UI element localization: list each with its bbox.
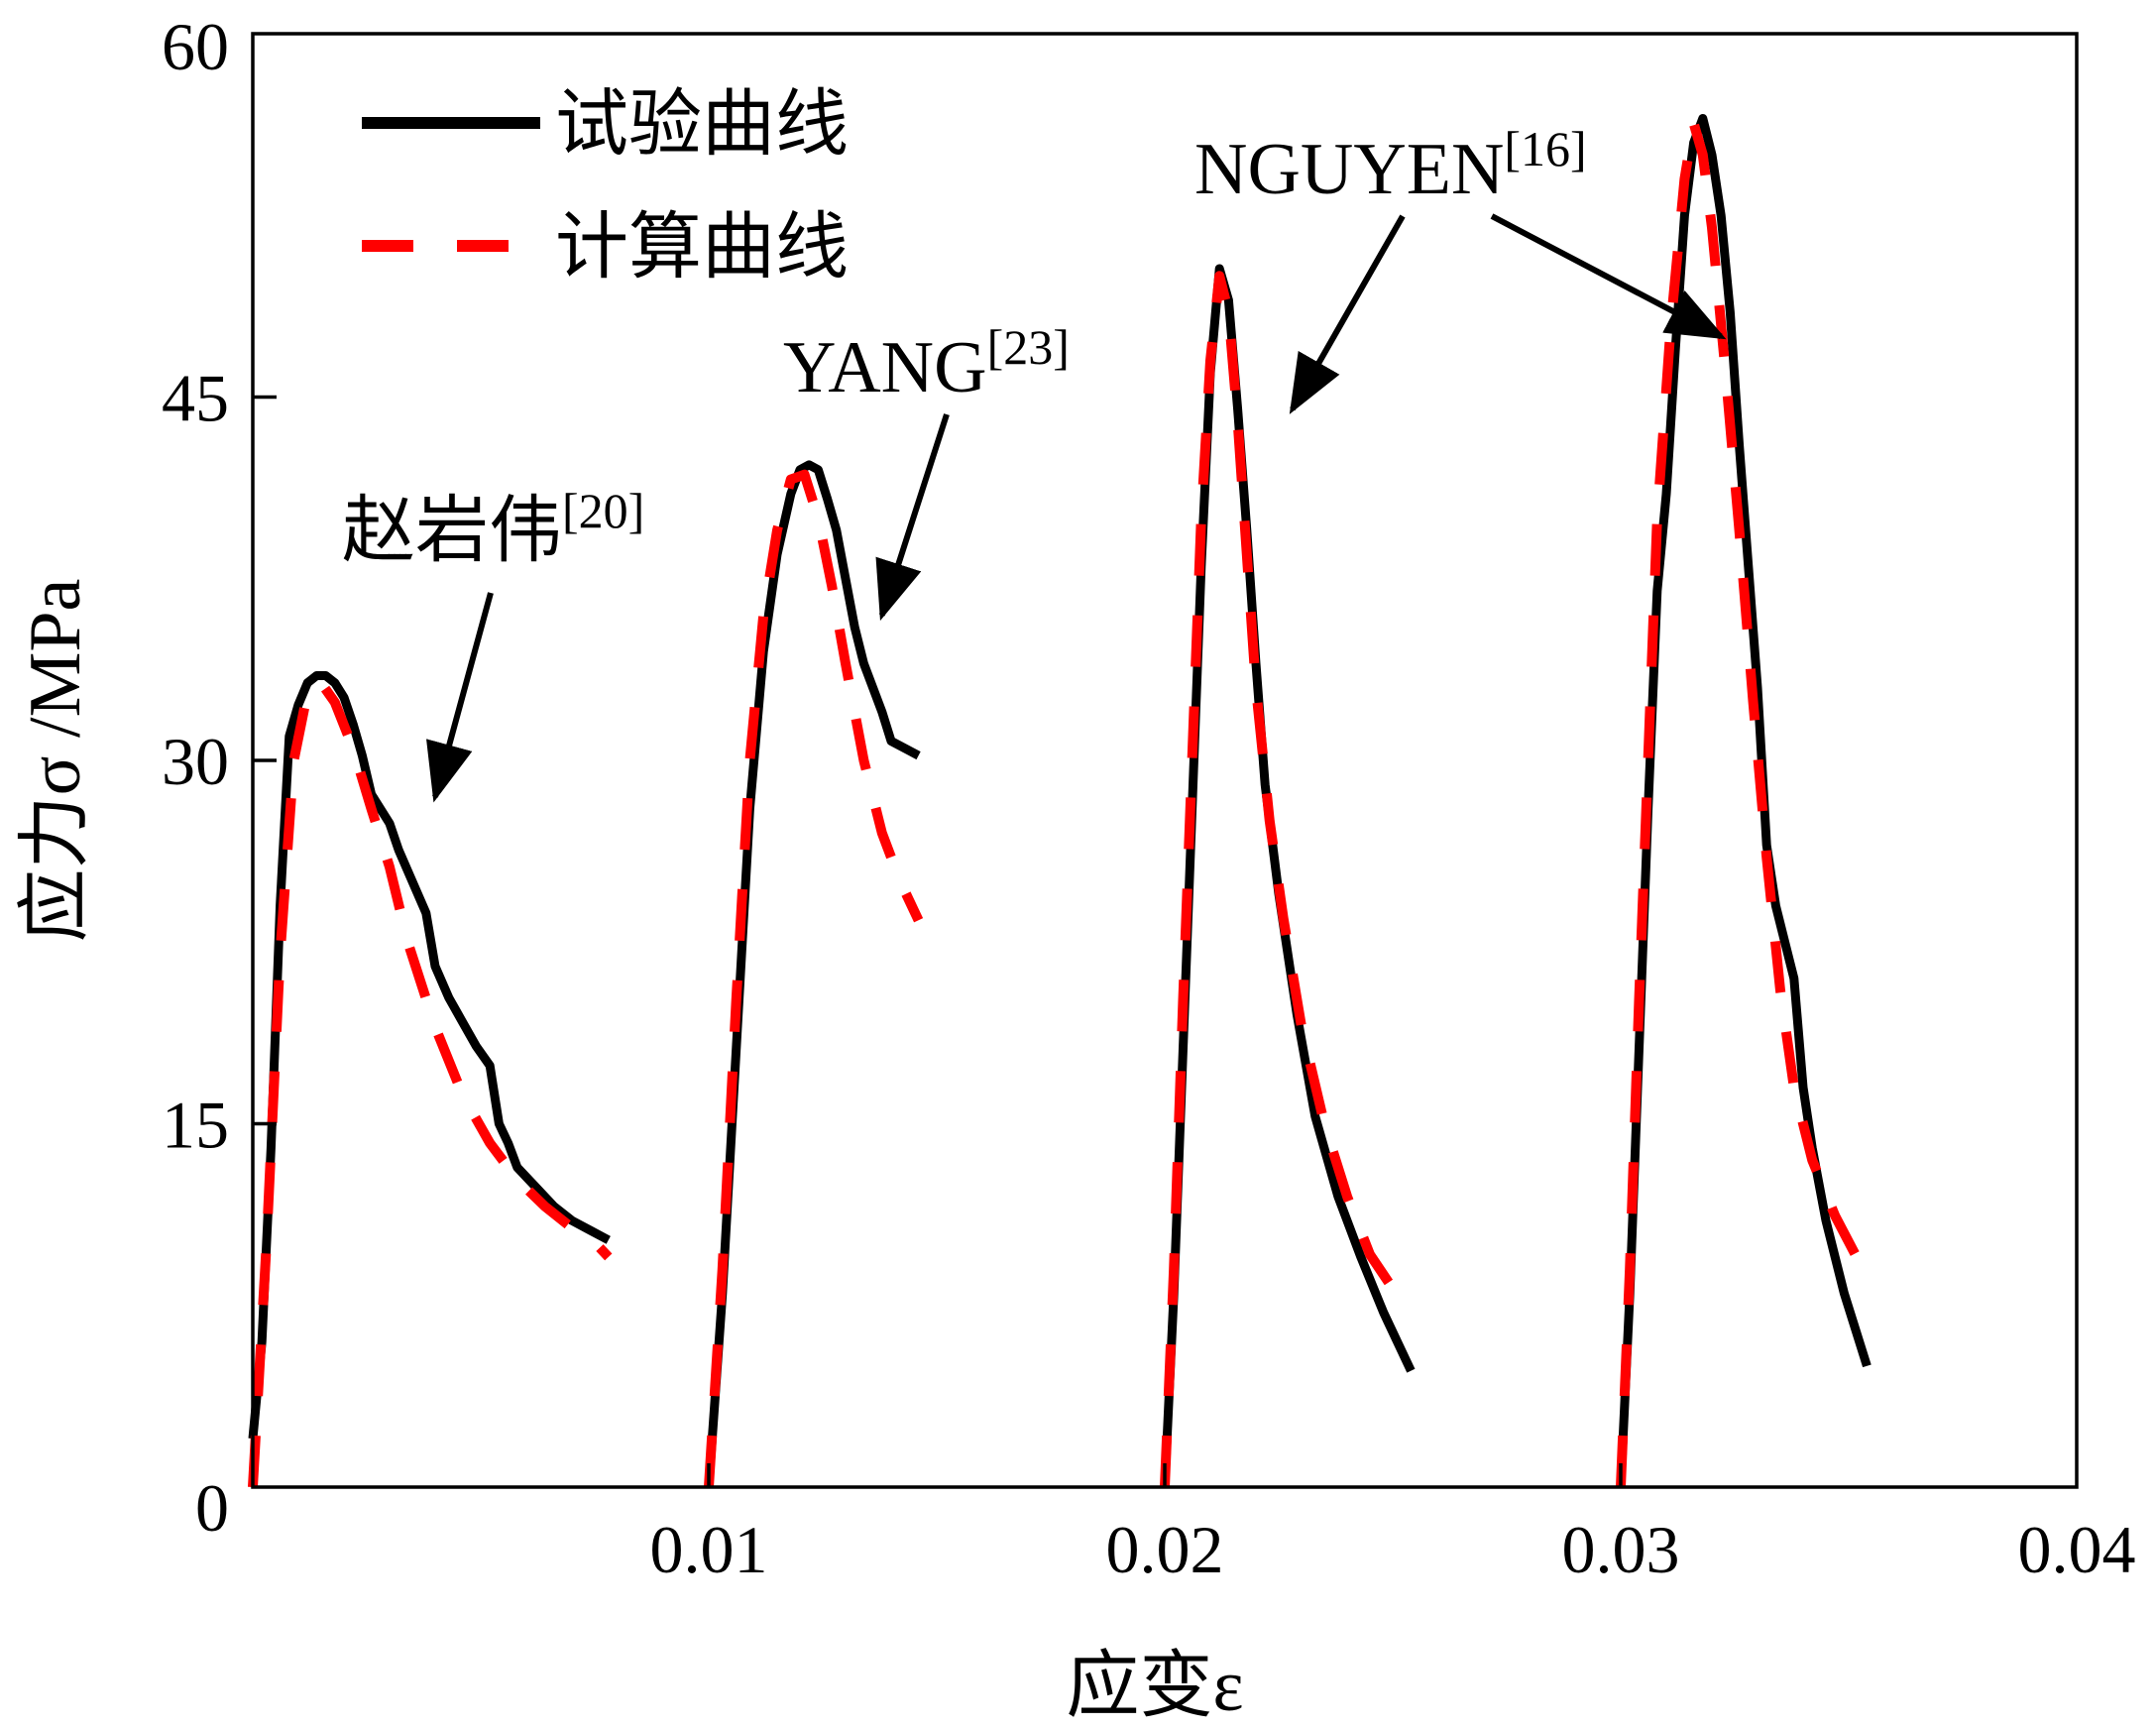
y-tick-label: 45: [162, 361, 229, 436]
x-tick-label: 0.01: [650, 1512, 768, 1587]
series-test-0: [248, 671, 611, 1440]
annotation-arrow: [1289, 214, 1406, 414]
series-calc-5: [1160, 271, 1398, 1488]
legend: 试验曲线 计算曲线: [362, 84, 849, 288]
annotation-arrow: [1490, 213, 1727, 340]
y-tick-label: 15: [162, 1088, 229, 1163]
y-tick-label: 0: [195, 1470, 229, 1546]
curve-layer: [248, 114, 1872, 1488]
x-tick-label: 0.04: [2018, 1512, 2136, 1587]
y-tick-label: 30: [162, 724, 229, 799]
annotation-arrow: [426, 592, 494, 803]
y-axis-title: 应力σ /MPa: [15, 579, 96, 943]
x-axis-title: 应变ε: [1066, 1646, 1243, 1727]
x-tick-label: 0.03: [1562, 1512, 1680, 1587]
legend-label-calc: 计算曲线: [555, 207, 849, 288]
x-tick-label: 0.02: [1106, 1512, 1224, 1587]
annotation-arrow: [875, 413, 950, 622]
series-test-6: [1616, 114, 1872, 1488]
series-calc-7: [1616, 118, 1863, 1488]
tick-layer: 0 15 30 45 60 0.01 0.02 0.03 0.04: [162, 9, 2136, 1587]
series-calc-1: [248, 677, 613, 1488]
legend-label-test: 试验曲线: [555, 84, 849, 166]
y-tick-label: 60: [162, 9, 229, 84]
series-calc-3: [704, 469, 924, 1488]
